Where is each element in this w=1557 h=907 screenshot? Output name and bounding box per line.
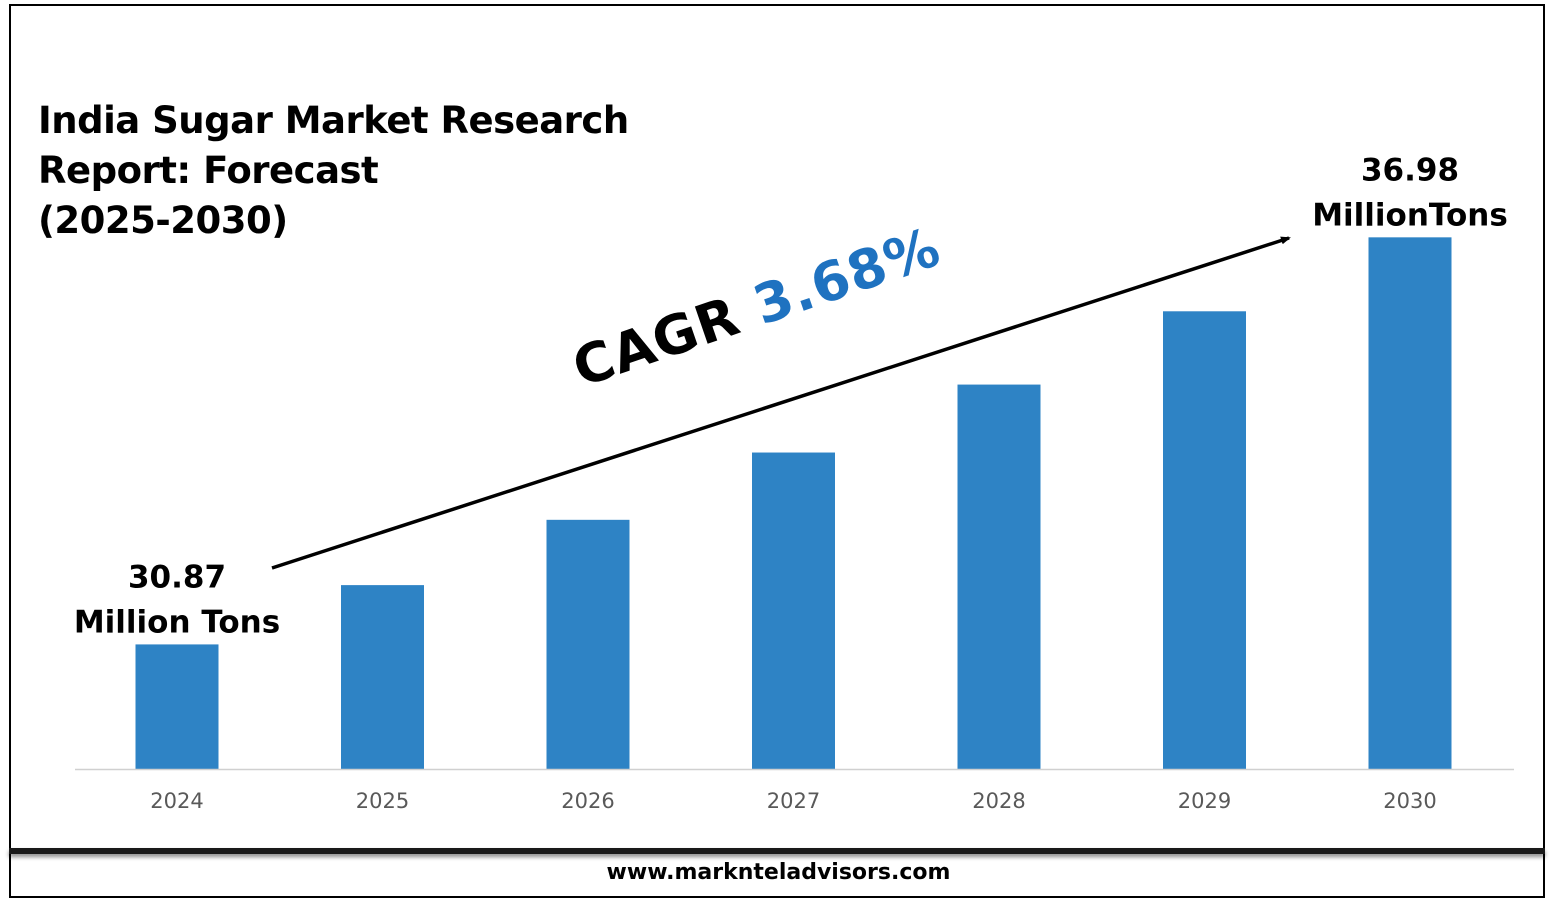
bar-2025 — [341, 585, 424, 769]
bar-2027 — [752, 452, 835, 769]
bar-2026 — [546, 519, 630, 769]
x-tick-2028: 2028 — [972, 789, 1025, 813]
bar-2029 — [1163, 311, 1246, 769]
data-label-2024-1: Million Tons — [74, 604, 280, 640]
x-tick-2024: 2024 — [150, 789, 203, 813]
chart-frame — [9, 4, 1545, 898]
website-url[interactable]: www.marknteladvisors.com — [606, 860, 951, 885]
bar-2024 — [135, 644, 219, 769]
x-tick-2027: 2027 — [767, 789, 820, 813]
bar-2030 — [1368, 237, 1452, 769]
chart-title: India Sugar Market Research Report: Fore… — [38, 99, 629, 242]
footer-divider — [9, 848, 1545, 854]
x-tick-2030: 2030 — [1383, 789, 1436, 813]
x-tick-2026: 2026 — [561, 789, 614, 813]
data-label-2030-1: MillionTons — [1312, 197, 1508, 233]
x-tick-2029: 2029 — [1178, 789, 1231, 813]
growth-arrow — [271, 236, 1291, 570]
bar-2028 — [957, 384, 1041, 769]
data-label-2030-0: 36.98 — [1361, 152, 1459, 188]
data-label-2024-0: 30.87 — [128, 559, 226, 595]
x-tick-2025: 2025 — [356, 789, 409, 813]
